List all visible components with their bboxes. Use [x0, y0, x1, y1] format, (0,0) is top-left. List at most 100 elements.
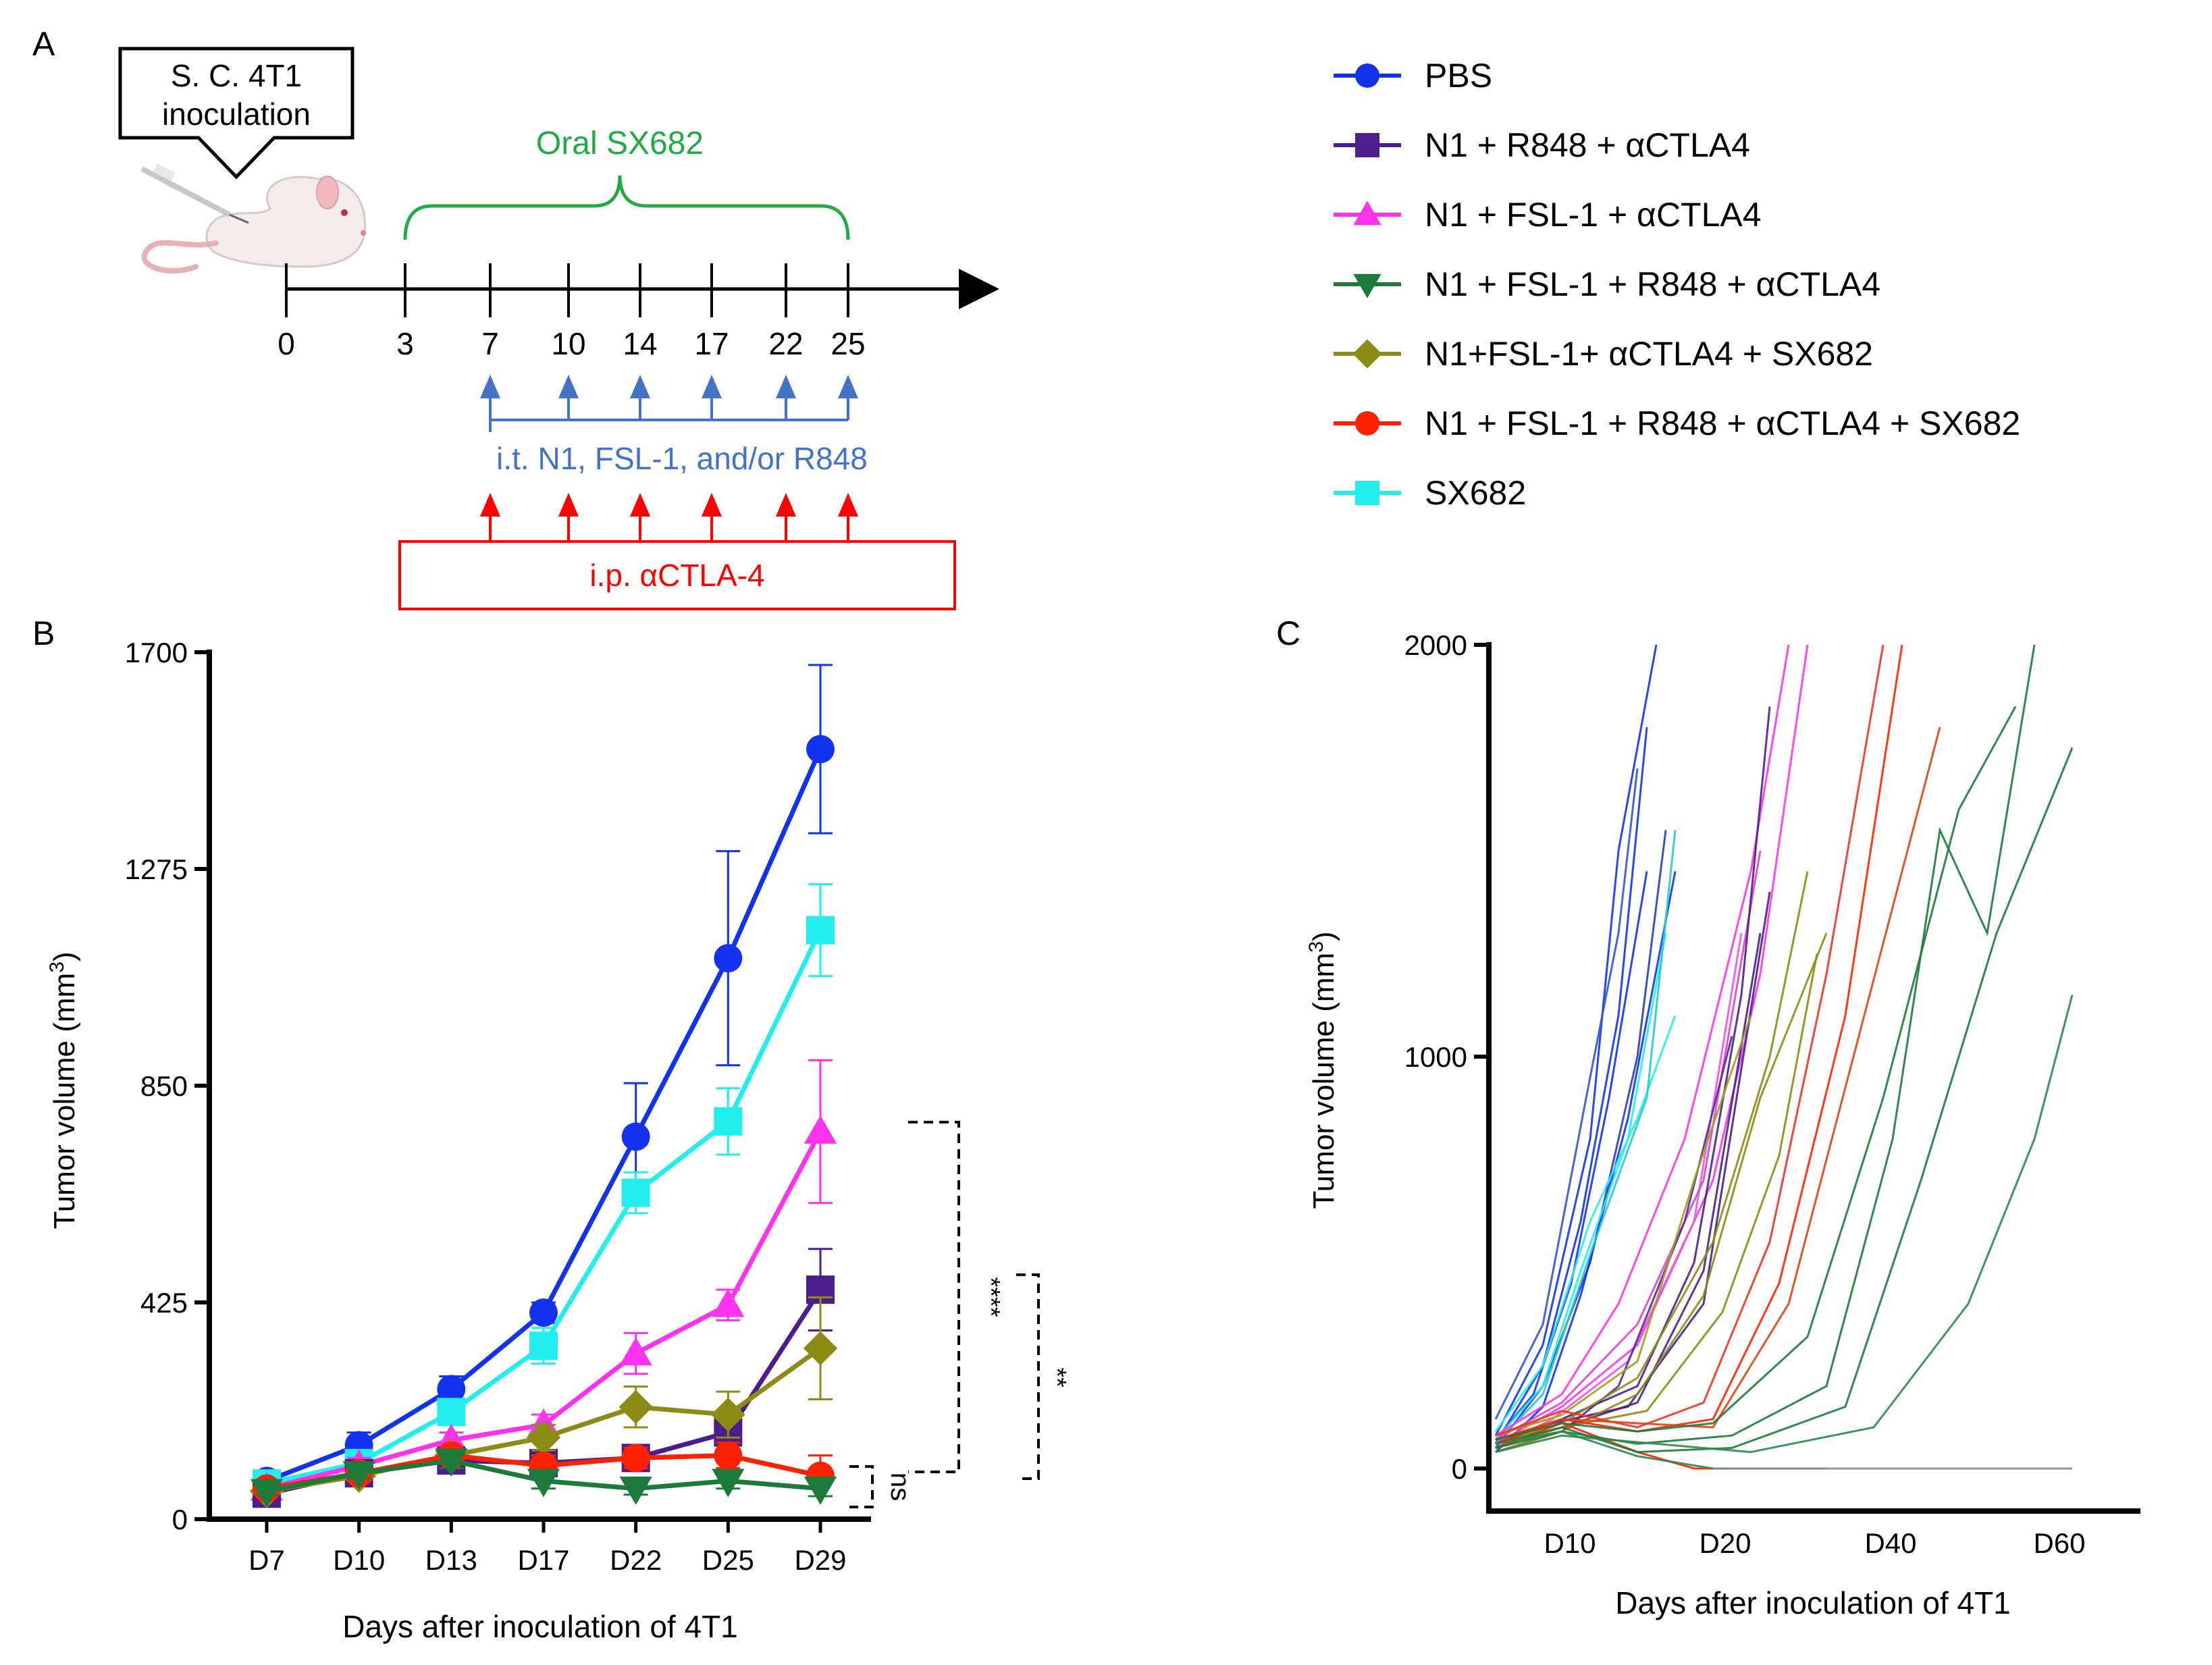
panel-b-point	[526, 1420, 561, 1455]
panel-b-point	[621, 1122, 650, 1151]
it-label: i.t. N1, FSL-1, and/or R848	[496, 441, 868, 476]
panel-c-y-tick-label: 0	[1452, 1453, 1467, 1485]
timeline-day-label: 7	[481, 326, 499, 361]
it-arrow-icon	[480, 375, 500, 398]
panel-b-x-tick-label: D22	[610, 1544, 662, 1576]
panel-b-x-tick-label: D29	[794, 1544, 846, 1576]
legend-item: SX682	[1334, 474, 1526, 512]
panel-c-x-tick-label: D40	[1864, 1527, 1916, 1559]
panel-c-mouse-line	[1495, 995, 2074, 1454]
panel-a: A S. C. 4T1 inoculation Oral SX682 0 3 7 10…	[32, 25, 999, 610]
legend-label: SX682	[1425, 474, 1526, 512]
panel-b-point	[621, 1178, 650, 1207]
significance-brackets: ******ns	[849, 1121, 1071, 1508]
intraperitoneal-injections: i.p. αCTLA-4	[398, 493, 956, 610]
it-arrow-icon	[838, 375, 858, 398]
ip-arrow-icon	[702, 493, 722, 517]
panel-b-point	[712, 1469, 745, 1498]
legend-label: N1 + FSL-1 + R848 + αCTLA4 + SX682	[1425, 404, 2020, 442]
panel-c-mouse-line	[1494, 768, 1639, 1420]
panel-c-mouse-line	[1495, 1015, 1752, 1437]
panel-b-point	[618, 1390, 653, 1425]
timeline: 0 3 7 10 14 17 22 25	[278, 263, 999, 361]
panel-b-point	[804, 1476, 837, 1505]
timeline-day-label: 10	[551, 326, 585, 361]
ip-label: i.p. αCTLA-4	[589, 558, 764, 593]
legend-marker	[1353, 201, 1381, 226]
panel-b-point	[437, 1398, 466, 1427]
legend-item: N1 + FSL-1 + R848 + αCTLA4 + SX682	[1334, 404, 2020, 442]
timeline-day-label: 25	[831, 326, 865, 361]
panel-c-y-tick-label: 2000	[1404, 629, 1467, 661]
panel-c-mouse-line	[1495, 726, 1941, 1441]
panel-b-y-tick-label: 1275	[125, 853, 188, 885]
legend-item: N1 + FSL-1 + αCTLA4	[1334, 196, 1762, 234]
timeline-day-label: 3	[396, 326, 414, 361]
panel-c-ylabel: Tumor volume (mm3)	[1305, 931, 1341, 1209]
panel-b-point	[619, 1337, 652, 1366]
panel-b-series-line	[266, 929, 823, 1486]
ip-box	[398, 540, 956, 610]
panel-b-point	[621, 1444, 650, 1473]
it-arrow-icon	[776, 375, 796, 398]
panel-b-point	[529, 1298, 558, 1327]
panel-b-ylabel: Tumor volume (mm3)	[46, 951, 82, 1229]
legend-label: N1 + FSL-1 + R848 + αCTLA4	[1425, 265, 1880, 303]
ip-arrow-icon	[558, 493, 579, 517]
panel-c-xlabel: Days after inoculation of 4T1	[1615, 1585, 2011, 1620]
panel-c-mouse-line	[1494, 932, 1667, 1441]
panel-c-mouse-line	[1495, 932, 1828, 1454]
panel-c-mouse-line	[1494, 830, 1677, 1445]
ip-arrow-icon	[776, 493, 796, 517]
legend-item: N1 + FSL-1 + R848 + αCTLA4	[1334, 265, 1880, 303]
panel-b-x-tick-label: D13	[425, 1544, 477, 1576]
oral-label: Oral SX682	[536, 126, 704, 161]
legend-marker	[1355, 133, 1379, 157]
legend-marker	[1355, 63, 1379, 88]
panel-b-point	[619, 1476, 652, 1505]
legend-marker	[1355, 411, 1379, 435]
legend-item: N1+FSL-1+ αCTLA4 + SX682	[1334, 335, 1873, 373]
it-arrow-icon	[558, 375, 579, 398]
panel-b-point	[435, 1448, 468, 1477]
it-arrow-icon	[702, 375, 722, 398]
panel-b-point	[804, 1115, 837, 1144]
legend-label: PBS	[1425, 57, 1492, 95]
timeline-day-label: 0	[278, 326, 295, 361]
panel-b-x-tick-label: D25	[702, 1544, 754, 1576]
panel-b-point	[711, 1397, 745, 1432]
panel-c-mouse-line	[1495, 706, 2017, 1441]
panel-b-series	[250, 1448, 837, 1508]
panel-c-mouse-line	[1495, 871, 1809, 1445]
panel-b-y-tick-label: 850	[140, 1070, 188, 1102]
panel-c-x-tick-label: D20	[1699, 1527, 1751, 1559]
inoculation-line-2: inoculation	[162, 97, 311, 132]
legend-marker	[1353, 273, 1381, 298]
timeline-day-label: 14	[623, 326, 657, 361]
legend-label: N1+FSL-1+ αCTLA4 + SX682	[1425, 335, 1873, 373]
timeline-day-label: 22	[768, 326, 803, 361]
panel-b-y-tick-label: 425	[140, 1287, 188, 1319]
panel-b-point	[712, 1288, 745, 1317]
panel-b-x-tick-label: D7	[248, 1544, 285, 1576]
panel-c-x-tick-label: D60	[2033, 1527, 2085, 1559]
ip-arrow-icon	[630, 493, 650, 517]
it-arrow-icon	[630, 375, 650, 398]
inoculation-line-1: S. C. 4T1	[171, 58, 302, 93]
panel-c-lines	[1494, 645, 2074, 1470]
legend-item: PBS	[1334, 57, 1492, 95]
panel-c-mouse-line	[1495, 932, 1762, 1449]
timeline-day-label: 17	[694, 326, 729, 361]
legend-label: N1 + R848 + αCTLA4	[1425, 126, 1750, 164]
panel-b-point	[527, 1469, 560, 1498]
mouse-illustration	[140, 163, 367, 274]
inoculation-callout: S. C. 4T1 inoculation	[118, 47, 354, 180]
panel-b-point	[250, 1479, 284, 1508]
intratumoral-injections: i.t. N1, FSL-1, and/or R848	[480, 375, 868, 476]
panel-b-point	[529, 1331, 558, 1360]
panel-c-y-tick-label: 1000	[1404, 1041, 1467, 1073]
legend: PBS N1 + R848 + αCTLA4 N1 + FSL-1 + αCTLA4…	[1334, 57, 2020, 512]
legend-item: N1 + R848 + αCTLA4	[1334, 126, 1750, 164]
